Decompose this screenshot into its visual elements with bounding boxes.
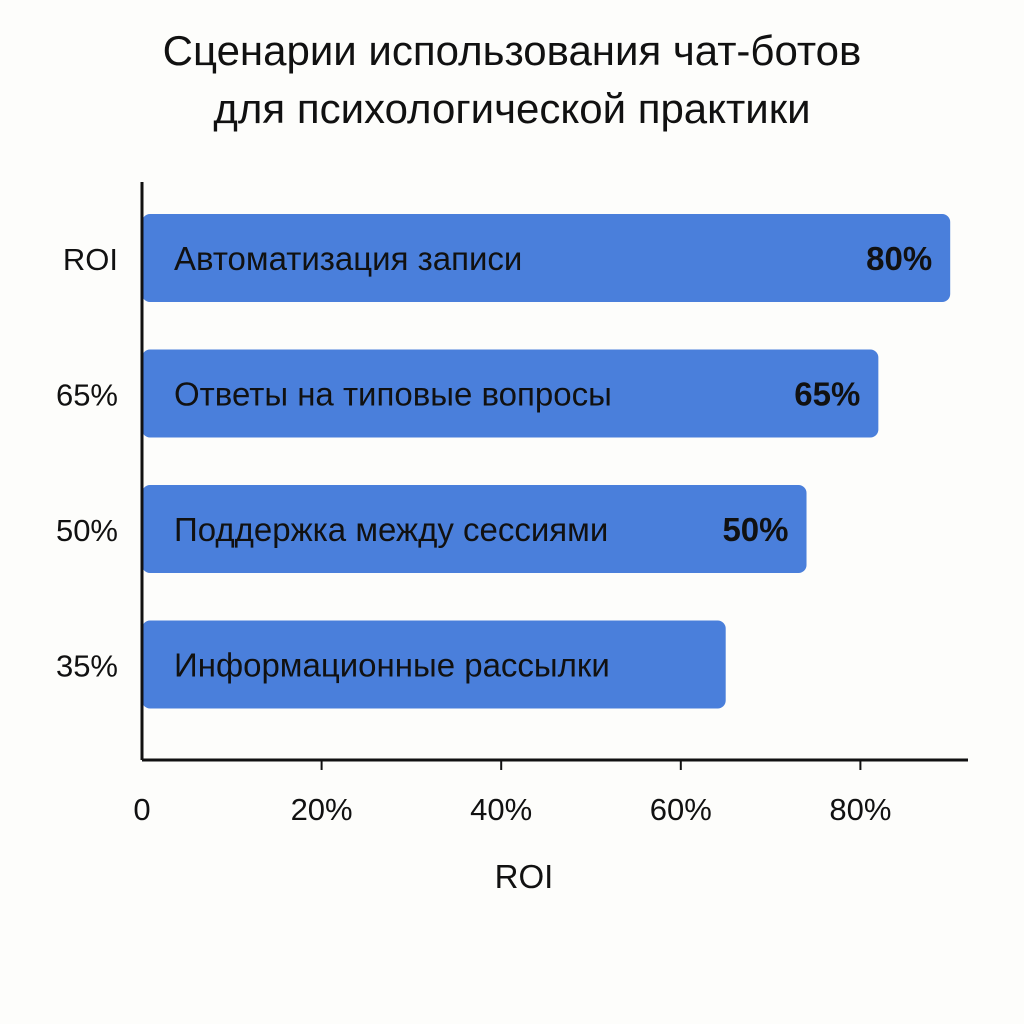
bar <box>142 349 879 438</box>
chart-title-line-2: для психологической практики <box>213 85 811 132</box>
bar-category-label: Информационные рассылки <box>174 647 610 684</box>
y-tick-label: 35% <box>56 649 118 684</box>
chart-title: Сценарии использования чат-ботов для пси… <box>0 22 1024 138</box>
y-tick-label: ROI <box>63 242 118 277</box>
bar <box>142 620 726 709</box>
bar-category-label: Ответы на типовые вопросы <box>174 376 612 413</box>
bar-value-label: 50% <box>722 511 788 548</box>
bar <box>142 485 807 573</box>
bar <box>142 214 951 302</box>
x-tick-label: 60% <box>650 792 712 827</box>
chart-title-line-1: Сценарии использования чат-ботов <box>162 27 862 74</box>
x-tick-label: 20% <box>291 792 353 827</box>
x-tick-label: 0 <box>133 792 150 827</box>
y-tick-label: 50% <box>56 513 118 548</box>
bar-value-label: 65% <box>794 376 860 413</box>
bar-value-label: 80% <box>866 240 932 277</box>
bar-category-label: Поддержка между сессиями <box>174 511 608 548</box>
bar-category-label: Автоматизация записи <box>174 240 522 277</box>
x-axis-label: ROI <box>495 858 554 895</box>
y-tick-label: 65% <box>56 378 118 413</box>
x-tick-label: 80% <box>829 792 891 827</box>
x-tick-label: 40% <box>470 792 532 827</box>
